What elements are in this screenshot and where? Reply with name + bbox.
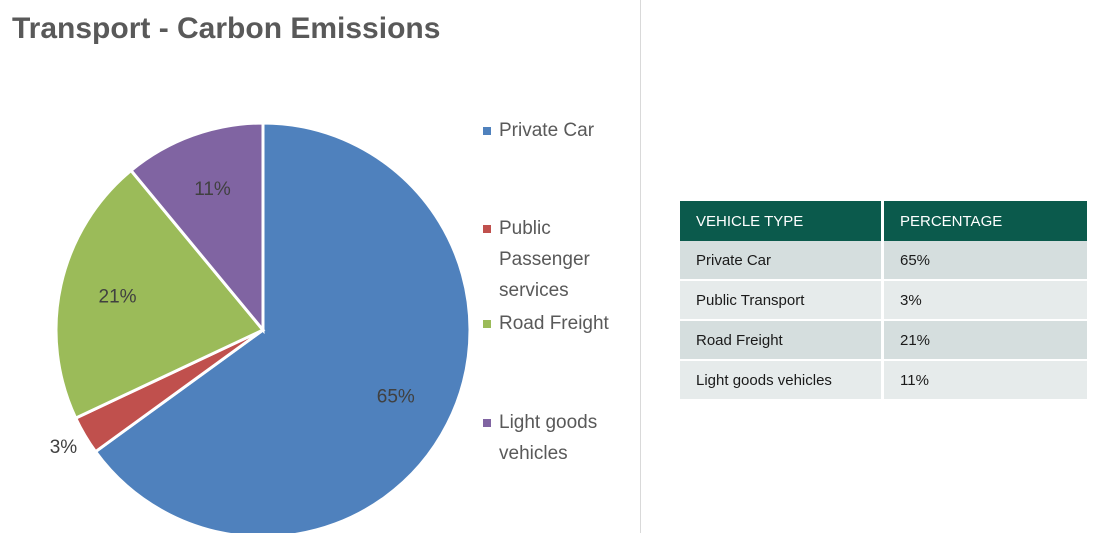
legend-label: Road Freight [499, 313, 609, 334]
table-body: Private Car 65% Public Transport 3% Road Fre… [680, 241, 1087, 401]
pie-slice [128, 121, 265, 335]
legend-item: Road Freight [480, 308, 640, 339]
table-cell: Light goods vehicles [680, 360, 884, 401]
legend-label: Private Car [499, 120, 595, 141]
header-cell: VEHICLE TYPE [680, 201, 884, 241]
slice-label: 65% [377, 387, 415, 408]
chart: Transport - Carbon Emissions 65% 3% 21% 11% [12, 12, 472, 533]
table-row: Public Transport 3% [680, 280, 1087, 321]
table-cell: 11% [882, 360, 1087, 401]
legend-marker [483, 127, 491, 135]
slice-label: 3% [50, 437, 78, 458]
pie-slice [54, 168, 266, 421]
legend-marker [483, 320, 491, 328]
table-cell: 3% [882, 280, 1087, 321]
table-row: Road Freight 21% [680, 320, 1087, 361]
table-row: Private Car 65% [680, 241, 1087, 281]
legend-marker [483, 225, 491, 233]
chart-title: Transport - Carbon Emissions [12, 12, 440, 45]
table-cell: Road Freight [680, 320, 884, 361]
table-cell: 21% [882, 320, 1087, 361]
header-cell: PERCENTAGE [882, 201, 1087, 241]
legend-item: Light goods vehicles [480, 407, 640, 469]
data-table: VEHICLE TYPE PERCENTAGE Private Car 65% Pub… [680, 201, 1087, 401]
legend-label: Public Passenger services [499, 218, 590, 301]
table-cell: Private Car [680, 241, 884, 281]
slice-label: 11% [194, 179, 231, 200]
legend-label: Light goods vehicles [499, 412, 598, 464]
legend-marker [483, 419, 491, 427]
table-cell: Public Transport [680, 280, 884, 321]
table-cell: 65% [882, 241, 1087, 281]
slice-label: 21% [99, 287, 137, 308]
legend-item: Private Car [480, 115, 640, 146]
legend-item: Public Passenger services [480, 213, 640, 306]
header-row: VEHICLE TYPE PERCENTAGE [680, 201, 1087, 241]
table-row: Light goods vehicles 11% [680, 360, 1087, 401]
pie-slice [93, 121, 472, 533]
divider [640, 0, 641, 533]
